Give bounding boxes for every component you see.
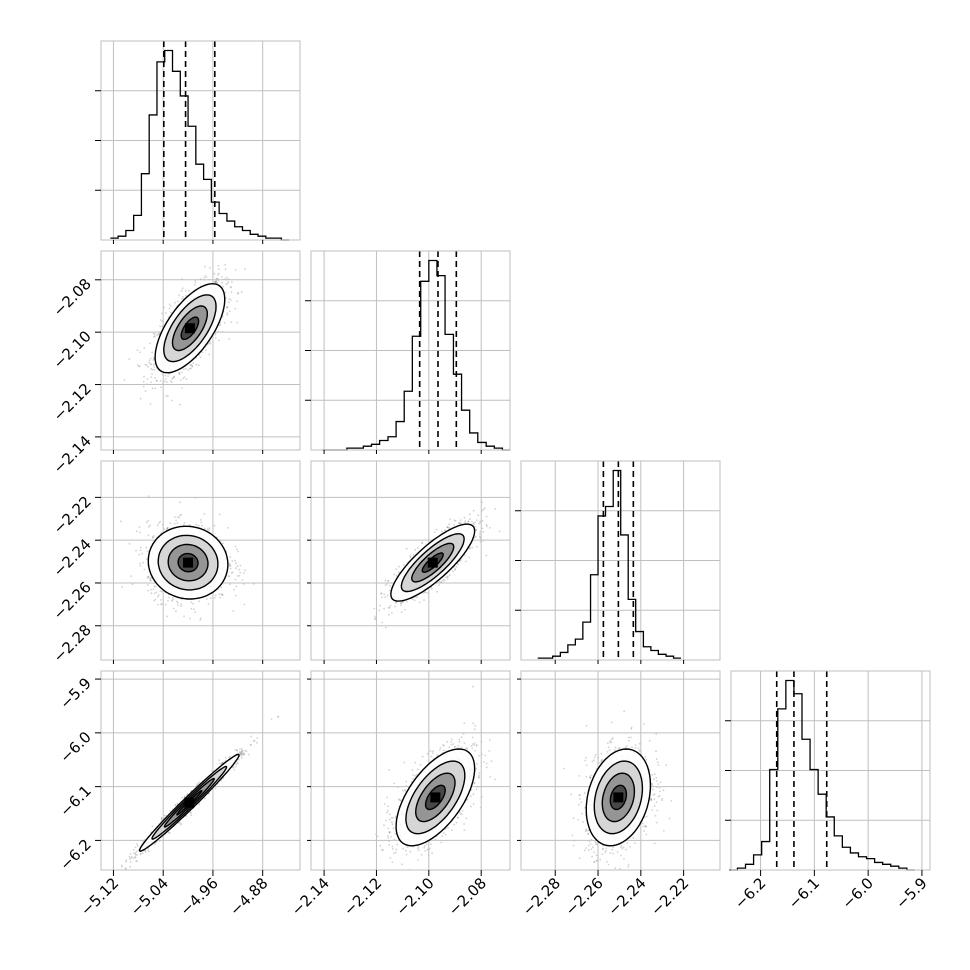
contour-line [147,525,229,600]
x-tick-label: −6.1 [785,874,823,912]
histogram-0 [110,49,290,241]
y-tick-label: −2.24 [50,535,95,580]
density-peak [184,797,195,808]
contour-line [176,790,203,816]
contour-line [424,784,446,811]
x-tick-label: −5.04 [127,874,172,919]
y-tick-label: −5.9 [56,674,94,712]
frames-layer [100,40,931,871]
marks-layer [110,41,915,871]
contour-line [157,534,219,591]
density-peak [430,792,441,803]
panel-frame-3-0 [100,670,301,871]
density-peak [183,557,194,568]
contour-line [585,748,652,847]
y-tick-label: −2.22 [50,492,95,537]
histogram-1 [322,259,511,451]
x-tick-label: −2.12 [340,874,385,919]
y-tick-label: −6.0 [56,728,94,766]
contour-line [154,283,226,374]
y-tick-label: −6.2 [56,836,94,874]
density-peak [613,792,624,803]
x-tick-label: −5.9 [892,874,930,912]
x-tick-label: −2.10 [392,874,437,919]
histogram-3 [729,679,915,871]
contour-line [395,748,476,847]
x-tick-label: −2.22 [647,874,692,919]
contour-line [421,552,444,574]
x-tick-label: −4.96 [177,874,222,919]
panel-frame-2-1 [310,460,511,661]
contour-line [390,523,476,602]
histogram-2 [537,469,682,659]
x-tick-label: −6.2 [731,874,769,912]
contour-line [593,760,644,835]
panel-frame-3-2 [520,670,721,871]
contour-line [177,552,199,573]
y-tick-label: −2.12 [50,380,95,425]
grid-layer [101,41,930,870]
contour-line [138,753,240,852]
x-tick-label: −6.0 [838,874,876,912]
density-peak [427,557,438,568]
contour-line [601,772,636,823]
y-tick-label: −2.14 [50,432,95,477]
y-tick-label: −6.1 [56,782,94,820]
contour-line [171,305,208,352]
y-tick-label: −2.08 [50,275,95,320]
x-tick-label: −2.24 [604,874,649,919]
contour-line [151,765,228,840]
x-tick-label: −4.88 [226,874,271,919]
contour-line [167,543,209,582]
panel-frame-3-1 [310,670,511,871]
contour-line [163,294,217,363]
y-tick-label: −2.10 [50,327,95,372]
contour-line [163,777,215,828]
contour-line [405,760,466,835]
contour-line [414,772,456,823]
y-tick-label: −2.26 [50,578,95,623]
y-tick-label: −2.28 [50,621,95,666]
contour-line [609,784,628,811]
contour-line [400,533,465,593]
x-tick-label: −2.08 [445,874,490,919]
x-tick-label: −2.26 [562,874,607,919]
panel-frame-1-0 [100,250,301,451]
density-peak [184,323,195,334]
panel-frame-2-0 [100,460,301,661]
contour-line [411,542,455,583]
x-tick-label: −2.28 [519,874,564,919]
x-tick-label: −2.14 [288,874,333,919]
ticks-layer: −5.12 −5.04 −4.96 −4.88 −2.14 −2.12 −2.10 −2.08… [50,90,931,919]
x-tick-label: −5.12 [77,874,122,919]
